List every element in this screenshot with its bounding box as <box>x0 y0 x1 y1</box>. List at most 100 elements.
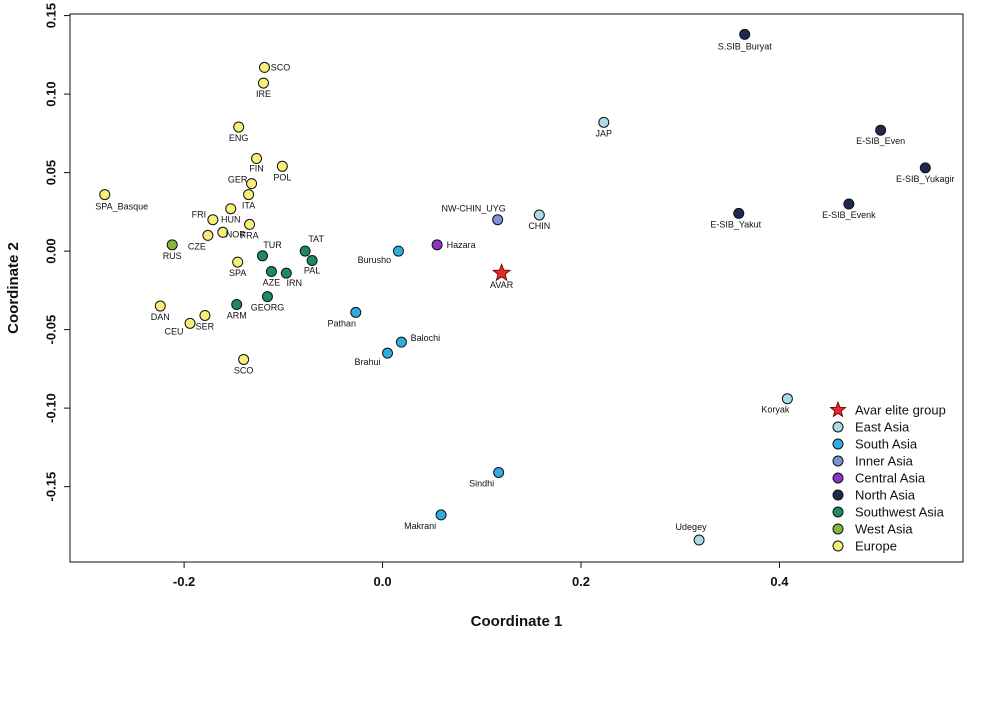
point-label-ita-32: ITA <box>242 201 255 211</box>
point-label-balochi-7: Balochi <box>411 333 441 343</box>
point-pol-30 <box>276 160 288 172</box>
point-tat-19 <box>299 245 311 257</box>
point-e-sib-yakut-17 <box>733 207 745 219</box>
axes: -0.2 0.0 0.2 0.4 0.15 0.10 0.05 0.00 -0.05 -0.10 -… <box>43 3 789 589</box>
point-label-ceu-41: CEU <box>165 326 184 336</box>
point-makrani-10 <box>435 509 447 521</box>
point-fin-29 <box>251 152 263 164</box>
point-ire-27 <box>257 77 269 89</box>
y-tick-label-1: 0.10 <box>43 81 58 106</box>
y-tick-label-6: -0.15 <box>43 472 58 502</box>
point-label-jap-1: JAP <box>596 128 613 138</box>
point-label-nw-chin-uyg-11: NW-CHIN_UYG <box>441 204 505 214</box>
point-label-e-sib-evenk-16: E-SIB_Evenk <box>822 210 876 220</box>
point-balochi-7 <box>395 336 407 348</box>
point-label-ser-42: SER <box>196 321 215 331</box>
point-label-irn-22: IRN <box>287 278 303 288</box>
legend: Avar elite group East Asia South Asia Inner… <box>829 400 946 554</box>
point-label-arm-23: ARM <box>227 310 247 320</box>
point-label-tur-18: TUR <box>263 240 282 250</box>
legend-marker-southwest-asia <box>832 506 844 518</box>
point-label-fin-29: FIN <box>249 163 264 173</box>
x-tick-label-3: 0.4 <box>770 574 789 589</box>
point-chin-2 <box>533 209 545 221</box>
point-ser-42 <box>199 309 211 321</box>
point-burusho-5 <box>392 245 404 257</box>
point-label-tat-19: TAT <box>308 234 324 244</box>
point-nw-chin-uyg-11 <box>492 214 504 226</box>
point-sco-43 <box>238 353 250 365</box>
point-e-sib-even-14 <box>875 124 887 136</box>
point-label-pathan-6: Pathan <box>327 318 356 328</box>
legend-label-north-asia: North Asia <box>855 488 916 503</box>
point-label-hazara-12: Hazara <box>447 240 476 250</box>
legend-marker-west-asia <box>832 523 844 535</box>
point-label-e-sib-yakut-17: E-SIB_Yakut <box>710 219 761 229</box>
point-e-sib-evenk-16 <box>843 198 855 210</box>
point-udegey-4 <box>693 534 705 546</box>
point-s-sib-buryat-13 <box>739 28 751 40</box>
legend-label-europe: Europe <box>855 539 897 554</box>
plot-frame <box>69 13 964 563</box>
y-axis-title: Coordinate 2 <box>5 242 22 334</box>
point-label-nor-38: NOR <box>226 229 247 239</box>
point-label-s-sib-buryat-13: S.SIB_Buryat <box>718 41 773 51</box>
legend-label-inner-asia: Inner Asia <box>855 454 914 469</box>
legend-marker-avar-elite-group <box>829 400 847 418</box>
point-label-pol-30: POL <box>273 172 291 182</box>
x-tick-label-0: -0.2 <box>173 574 195 589</box>
point-label-ire-27: IRE <box>256 89 271 99</box>
point-label-brahui-8: Brahui <box>355 357 381 367</box>
point-label-dan-40: DAN <box>151 312 170 322</box>
point-label-burusho-5: Burusho <box>358 255 392 265</box>
point-label-udegey-4: Udegey <box>676 522 708 532</box>
y-tick-label-4: -0.05 <box>43 315 58 345</box>
point-ceu-41 <box>184 317 196 329</box>
legend-label-avar-elite-group: Avar elite group <box>855 403 946 418</box>
x-tick-label-1: 0.0 <box>374 574 392 589</box>
point-label-sindhi-9: Sindhi <box>469 478 494 488</box>
point-spa-basque-33 <box>99 189 111 201</box>
point-label-pal-20: PAL <box>304 266 320 276</box>
point-e-sib-yukagir-15 <box>919 162 931 174</box>
point-label-ger-31: GER <box>228 175 248 185</box>
y-tick-label-2: 0.05 <box>43 160 58 185</box>
point-label-sco-43: SCO <box>234 365 254 375</box>
point-hun-35 <box>225 203 237 215</box>
point-nor-38 <box>217 226 229 238</box>
point-label-spa-39: SPA <box>229 268 246 278</box>
point-label-georg-24: GEORG <box>251 303 285 313</box>
y-tick-label-0: 0.15 <box>43 3 58 28</box>
legend-marker-europe <box>832 540 844 552</box>
point-tur-18 <box>256 250 268 262</box>
legend-label-southwest-asia: Southwest Asia <box>855 505 945 520</box>
point-brahui-8 <box>382 347 394 359</box>
point-label-hun-35: HUN <box>221 215 241 225</box>
point-jap-1 <box>598 116 610 128</box>
legend-label-central-asia: Central Asia <box>855 471 926 486</box>
x-tick-label-2: 0.2 <box>572 574 590 589</box>
point-sco-26 <box>258 61 270 73</box>
point-irn-22 <box>280 267 292 279</box>
point-label-chin-2: CHIN <box>528 221 550 231</box>
points-layer <box>99 28 931 546</box>
legend-label-west-asia: West Asia <box>855 522 913 537</box>
point-fri-34 <box>207 214 219 226</box>
point-arm-23 <box>231 298 243 310</box>
point-sindhi-9 <box>493 466 505 478</box>
point-label-cze-37: CZE <box>188 241 206 251</box>
point-labels-layer: AVAR JAP CHIN Koryak Udegey Burusho Pathan Balo… <box>95 41 954 532</box>
y-tick-label-3: 0.00 <box>43 238 58 263</box>
legend-marker-central-asia <box>832 472 844 484</box>
x-axis-title: Coordinate 1 <box>471 613 563 630</box>
point-label-e-sib-yukagir-15: E-SIB_Yukagir <box>896 174 955 184</box>
point-pathan-6 <box>350 306 362 318</box>
point-aze-21 <box>265 266 277 278</box>
point-cze-37 <box>202 229 214 241</box>
point-rus-25 <box>166 239 178 251</box>
point-spa-39 <box>232 256 244 268</box>
legend-marker-east-asia <box>832 421 844 433</box>
point-label-spa-basque-33: SPA_Basque <box>95 202 148 212</box>
point-eng-28 <box>233 121 245 133</box>
